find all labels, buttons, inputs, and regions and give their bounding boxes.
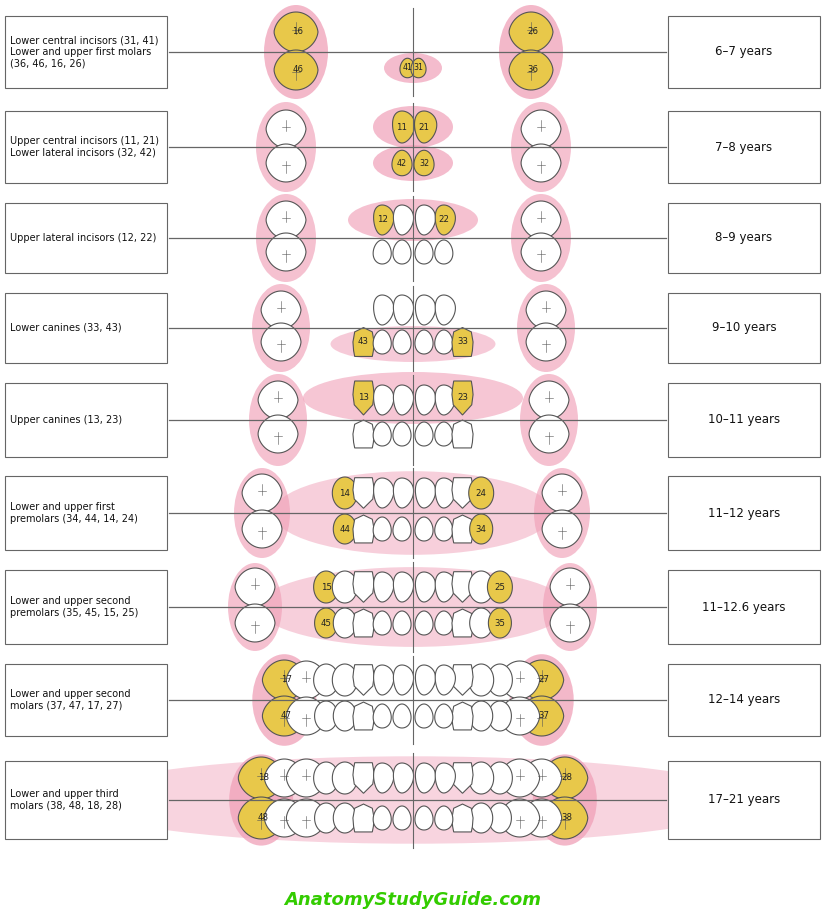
Text: Lower and upper first
premolars (34, 44, 14, 24): Lower and upper first premolars (34, 44,… [10,502,138,523]
Polygon shape [487,664,513,696]
Polygon shape [452,420,473,448]
Ellipse shape [499,5,563,99]
Polygon shape [353,328,374,356]
Polygon shape [286,697,327,735]
Polygon shape [415,330,433,354]
FancyBboxPatch shape [668,570,820,644]
Ellipse shape [228,563,282,651]
Text: 17–21 years: 17–21 years [708,794,780,807]
Polygon shape [543,510,582,548]
Polygon shape [415,205,436,235]
Polygon shape [452,515,473,543]
Polygon shape [415,517,433,541]
Text: Upper canines (13, 23): Upper canines (13, 23) [10,415,122,425]
Polygon shape [411,58,426,78]
Text: Upper lateral incisors (12, 22): Upper lateral incisors (12, 22) [10,233,156,243]
FancyBboxPatch shape [668,761,820,839]
Ellipse shape [73,756,753,844]
Polygon shape [414,150,434,175]
Ellipse shape [517,284,575,372]
Polygon shape [415,704,433,728]
Polygon shape [500,661,540,699]
Polygon shape [373,806,391,830]
Polygon shape [435,478,456,508]
Text: 17: 17 [281,676,292,685]
Polygon shape [526,291,566,329]
Polygon shape [470,803,493,833]
Text: 45: 45 [321,618,332,628]
Polygon shape [313,664,338,696]
Ellipse shape [229,754,294,845]
Polygon shape [435,704,453,728]
Polygon shape [235,568,275,606]
Text: 16: 16 [293,28,304,37]
Polygon shape [529,381,569,419]
Text: 43: 43 [358,338,369,346]
Polygon shape [313,571,338,603]
Text: 28: 28 [562,773,572,783]
Polygon shape [262,696,306,736]
Text: 42: 42 [397,159,407,167]
Ellipse shape [534,468,590,558]
Polygon shape [526,323,566,361]
Polygon shape [394,572,414,602]
FancyBboxPatch shape [668,383,820,457]
Polygon shape [469,762,494,794]
Polygon shape [543,474,582,512]
FancyBboxPatch shape [5,383,167,457]
Ellipse shape [520,374,578,466]
Polygon shape [353,665,374,695]
Text: AnatomyStudyGuide.com: AnatomyStudyGuide.com [284,891,542,909]
Polygon shape [435,205,456,235]
Polygon shape [353,381,374,415]
Polygon shape [520,660,564,700]
Polygon shape [353,515,374,543]
Polygon shape [452,762,473,793]
Text: 11–12.6 years: 11–12.6 years [702,601,786,614]
Text: 26: 26 [528,28,538,37]
Polygon shape [274,12,318,52]
Polygon shape [262,660,306,700]
Polygon shape [435,517,453,541]
Polygon shape [415,611,433,635]
Polygon shape [266,110,306,148]
Polygon shape [415,665,436,695]
Polygon shape [314,608,337,638]
Polygon shape [242,474,282,512]
Polygon shape [415,806,433,830]
Text: 12–14 years: 12–14 years [708,693,780,706]
Polygon shape [332,477,357,509]
Polygon shape [374,665,394,695]
FancyBboxPatch shape [5,570,167,644]
Polygon shape [353,420,374,448]
Polygon shape [489,701,511,731]
Polygon shape [435,422,453,446]
Ellipse shape [348,199,478,241]
FancyBboxPatch shape [668,664,820,736]
FancyBboxPatch shape [668,203,820,273]
Polygon shape [469,571,494,603]
Polygon shape [435,665,456,695]
Polygon shape [373,240,391,264]
Polygon shape [521,110,561,148]
Ellipse shape [252,654,316,746]
Ellipse shape [252,284,310,372]
Polygon shape [332,762,357,794]
Text: Lower and upper second
molars (37, 47, 17, 27): Lower and upper second molars (37, 47, 1… [10,689,131,711]
Polygon shape [332,571,357,603]
Ellipse shape [256,194,316,282]
Text: 23: 23 [457,393,468,402]
FancyBboxPatch shape [668,294,820,363]
Text: 34: 34 [476,524,487,533]
Polygon shape [415,385,436,415]
Polygon shape [258,381,298,419]
Text: Upper central incisors (11, 21)
Lower lateral incisors (32, 42): Upper central incisors (11, 21) Lower la… [10,137,159,158]
Polygon shape [435,295,456,325]
Polygon shape [333,701,356,731]
Polygon shape [435,763,456,793]
Polygon shape [394,295,414,325]
Text: Lower central incisors (31, 41)
Lower and upper first molars
(36, 46, 16, 26): Lower central incisors (31, 41) Lower an… [10,35,159,68]
Polygon shape [435,240,453,264]
Polygon shape [353,804,374,832]
Text: 11–12 years: 11–12 years [708,507,780,520]
